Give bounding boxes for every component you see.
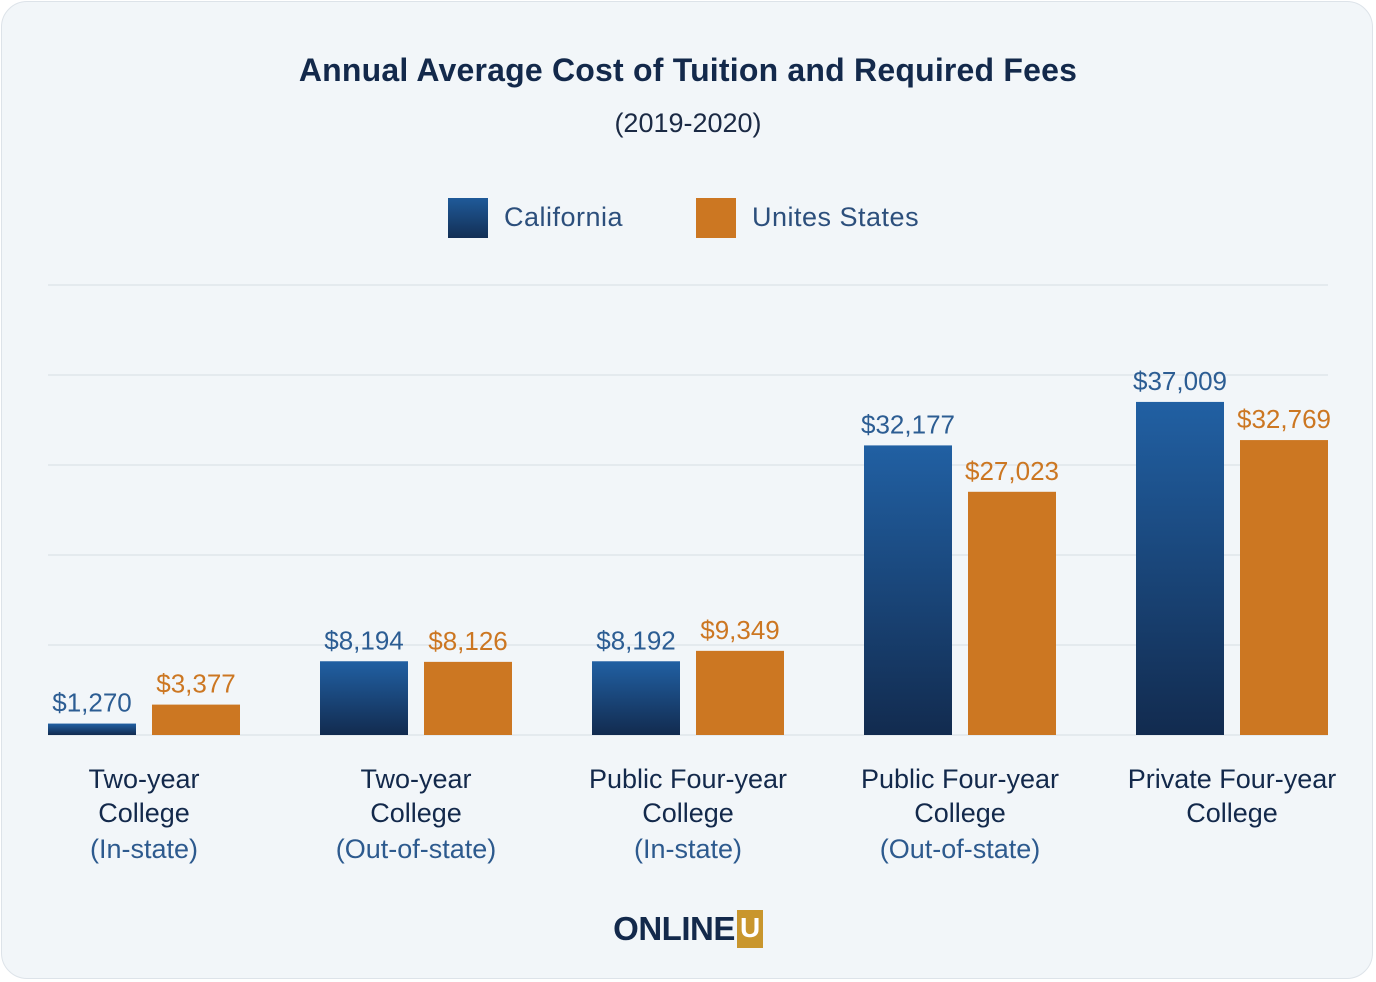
logo-text: ONLINE [613,910,735,947]
data-label: $8,126 [428,626,508,656]
bar-california [592,661,680,735]
category-label-line2: College [98,798,190,828]
data-label: $32,769 [1237,404,1331,434]
legend-swatch-california [448,198,488,238]
category-label-line2: College [642,798,734,828]
category-label: Two-year College (In-state) [14,762,274,866]
category-label-qualifier: (Out-of-state) [879,834,1041,864]
category-label-line1: Private Four-year [1127,764,1337,794]
data-label: $37,009 [1133,366,1227,396]
bar-united-states [424,661,512,735]
onlineu-logo: ONLINE U [0,910,1376,948]
data-label: $27,023 [965,456,1059,486]
legend-label-california: California [504,202,624,232]
bar-united-states [696,650,784,735]
category-label-qualifier: (In-state) [89,834,199,864]
bar-united-states [152,704,240,735]
bar-united-states [1240,440,1328,735]
legend-label-united-states: Unites States [752,202,920,232]
bar-california [320,661,408,735]
category-label-qualifier: (In-state) [633,834,743,864]
data-label: $3,377 [156,669,236,699]
category-label-line1: Two-year [360,764,472,794]
bar-united-states [968,491,1056,735]
data-label: $1,270 [52,688,132,718]
data-label: $32,177 [861,409,955,439]
data-label: $8,194 [324,625,404,655]
chart-title: Annual Average Cost of Tuition and Requi… [298,52,1078,88]
category-label-qualifier: (Out-of-state) [335,834,497,864]
chart-subtitle: (2019-2020) [614,108,762,138]
bar-california [864,445,952,735]
category-label-line1: Public Four-year [860,764,1060,794]
category-label-line2: College [370,798,462,828]
data-label: $8,192 [596,625,676,655]
category-label: Private Four-year College [1102,762,1362,830]
category-label-line2: College [1186,798,1278,828]
category-label-line1: Public Four-year [588,764,788,794]
category-label-line2: College [914,798,1006,828]
data-label: $9,349 [700,615,780,645]
legend-swatch-united-states [696,198,736,238]
category-label: Public Four-year College (Out-of-state) [830,762,1090,866]
category-label: Public Four-year College (In-state) [558,762,818,866]
category-label-line1: Two-year [88,764,200,794]
category-label: Two-year College (Out-of-state) [286,762,546,866]
logo-badge: U [736,910,763,948]
logo-badge-letter: U [739,912,760,943]
bar-california [48,723,136,735]
bar-california [1136,401,1224,735]
